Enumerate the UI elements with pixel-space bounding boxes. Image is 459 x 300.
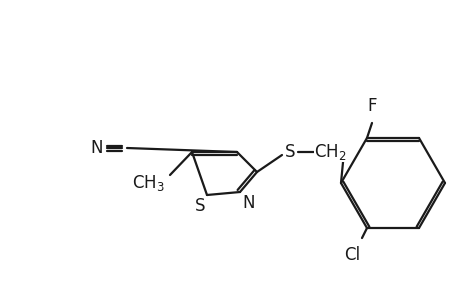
Text: Cl: Cl bbox=[343, 246, 359, 264]
Text: CH$_3$: CH$_3$ bbox=[131, 173, 164, 193]
Text: S: S bbox=[194, 197, 205, 215]
Text: N: N bbox=[241, 194, 254, 212]
Text: N: N bbox=[90, 139, 103, 157]
Text: F: F bbox=[366, 97, 376, 115]
Text: S: S bbox=[284, 143, 295, 161]
Text: CH$_2$: CH$_2$ bbox=[313, 142, 346, 162]
